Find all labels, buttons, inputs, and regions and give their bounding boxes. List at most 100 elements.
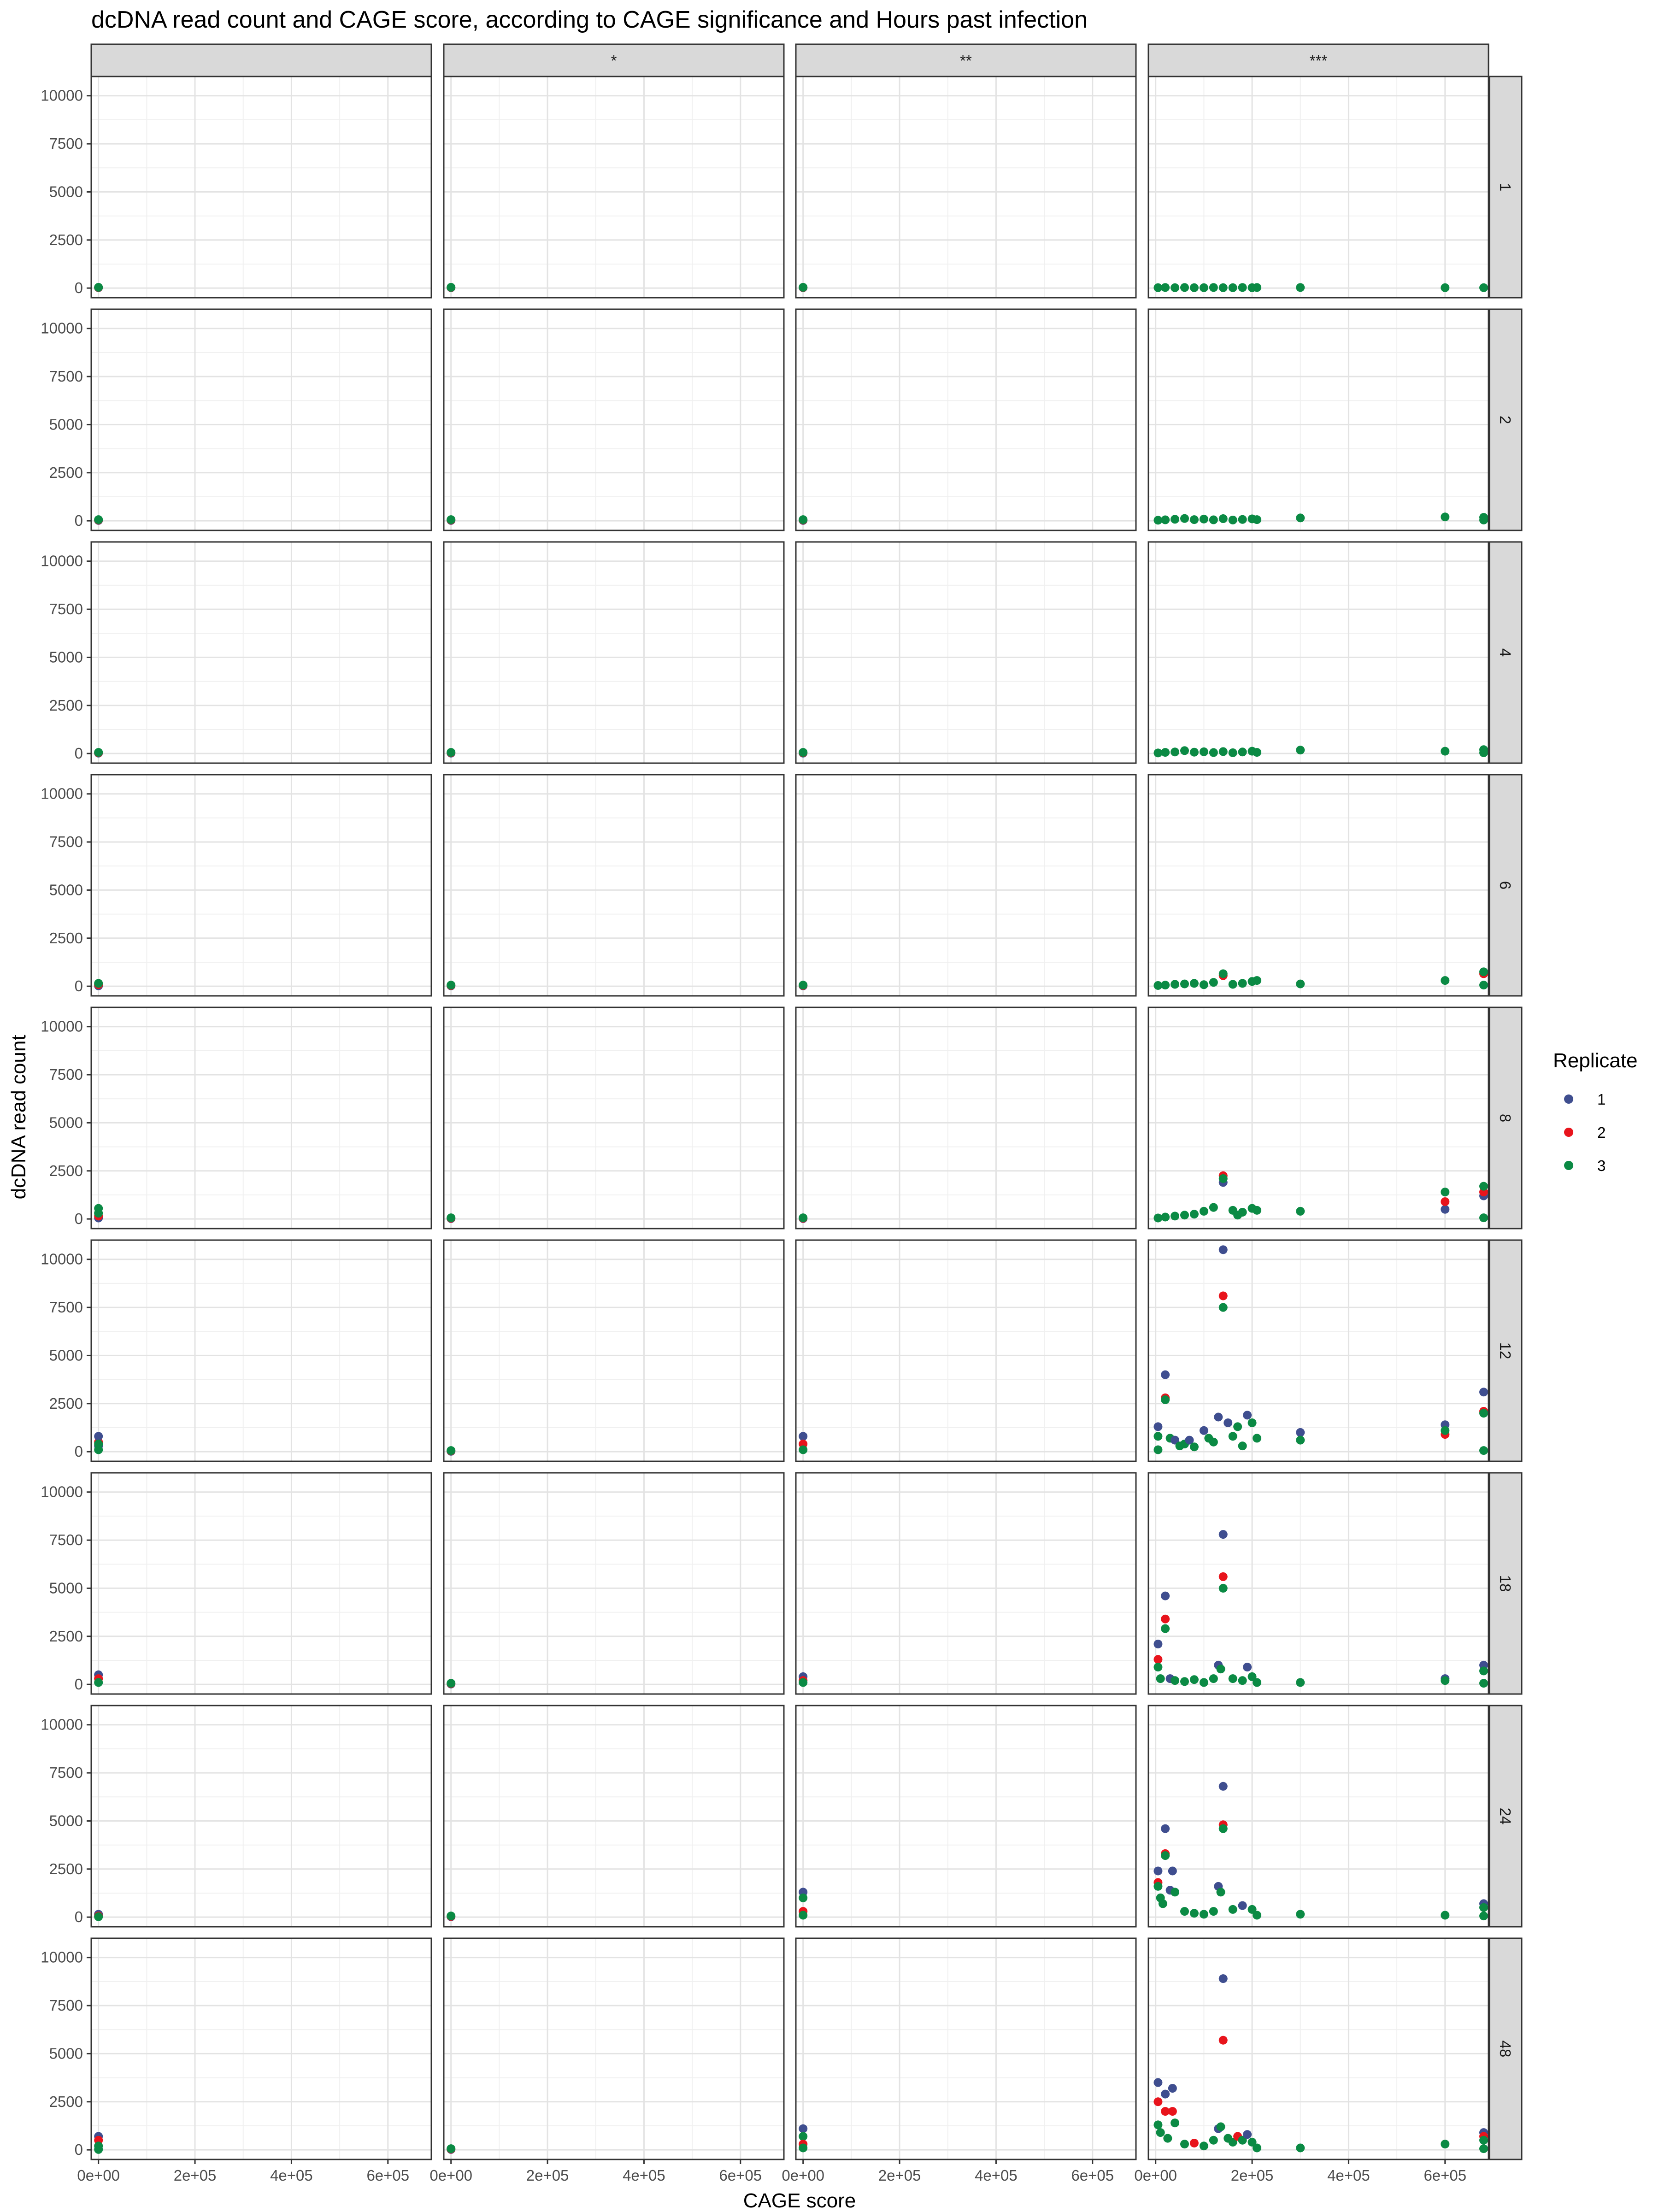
- data-point-replicate-3: [799, 1678, 808, 1687]
- data-point-replicate-2: [1441, 1197, 1450, 1206]
- panel-background: [444, 1938, 784, 2159]
- panel-row-24-col-4: [1147, 1705, 1489, 1928]
- panel-border: [443, 1239, 785, 1462]
- panel-border: [1147, 308, 1489, 531]
- data-point-replicate-3: [1296, 1910, 1305, 1919]
- data-point-replicate-3: [94, 1912, 103, 1921]
- data-point-replicate-1: [1214, 1412, 1223, 1422]
- legend-key: [1564, 1128, 1573, 1137]
- data-point-replicate-1: [1161, 1591, 1170, 1600]
- row-strip-label: 12: [1497, 1342, 1514, 1359]
- panel-row-1-col-4: [1147, 76, 1489, 299]
- x-tick-label: 6e+05: [366, 2167, 409, 2184]
- row-strip-label: 6: [1497, 881, 1514, 889]
- data-point-replicate-3: [1209, 283, 1218, 292]
- data-point-replicate-3: [1441, 283, 1450, 292]
- panel-border: [795, 1006, 1137, 1230]
- row-strip-48: 48: [1488, 1937, 1523, 2160]
- panel-row-6-col-1: [90, 774, 432, 997]
- data-point-replicate-3: [1238, 1676, 1247, 1685]
- data-point-replicate-3: [1153, 1663, 1163, 1672]
- panel-row-8-col-3: [795, 1006, 1137, 1230]
- data-point-replicate-3: [1171, 980, 1180, 989]
- data-point-replicate-3: [1218, 747, 1228, 756]
- data-point-replicate-3: [1153, 2120, 1163, 2130]
- x-tick-label: 4e+05: [1327, 2167, 1370, 2184]
- data-point-replicate-3: [1218, 969, 1228, 978]
- panel-border: [90, 76, 432, 299]
- y-tick-label: 10000: [41, 1251, 83, 1268]
- x-tick-label: 6e+05: [1424, 2167, 1466, 2184]
- data-point-replicate-1: [1153, 1639, 1163, 1648]
- panel-background: [444, 1007, 784, 1229]
- x-tick-label: 0e+00: [1134, 2167, 1177, 2184]
- data-point-replicate-1: [1224, 1418, 1233, 1428]
- y-tick-label: 5000: [49, 183, 83, 200]
- data-point-replicate-3: [1199, 747, 1208, 756]
- x-tick-label: 6e+05: [1071, 2167, 1114, 2184]
- row-strip-8: 8: [1488, 1006, 1523, 1230]
- data-point-replicate-3: [1161, 515, 1170, 524]
- panel-border: [795, 1937, 1137, 2160]
- y-tick-label: 10000: [41, 1949, 83, 1966]
- column-strip-label: ***: [1310, 52, 1328, 69]
- data-point-replicate-1: [1243, 2130, 1252, 2139]
- data-point-replicate-3: [1209, 1437, 1218, 1447]
- data-point-replicate-3: [799, 515, 808, 524]
- legend-label: 3: [1597, 1157, 1606, 1174]
- panel-border: [90, 1705, 432, 1928]
- y-tick-label: 5000: [49, 416, 83, 433]
- y-tick-label: 2500: [49, 2093, 83, 2110]
- data-point-replicate-3: [1189, 979, 1199, 988]
- data-point-replicate-3: [1238, 979, 1247, 988]
- row-strip-label: 24: [1497, 1808, 1514, 1825]
- panel-background: [1148, 542, 1488, 763]
- data-point-replicate-3: [1189, 1675, 1199, 1684]
- panel-row-1-col-3: [795, 76, 1137, 299]
- panel-background: [444, 1706, 784, 1927]
- data-point-replicate-3: [1209, 978, 1218, 987]
- data-point-replicate-1: [1218, 1974, 1228, 1983]
- panel-background: [796, 1240, 1136, 1461]
- y-tick-label: 7500: [49, 135, 83, 152]
- data-point-replicate-3: [1238, 283, 1247, 292]
- data-point-replicate-3: [1180, 1907, 1189, 1916]
- data-point-replicate-3: [1171, 2118, 1180, 2128]
- data-point-replicate-3: [447, 2144, 456, 2153]
- y-tick-label: 2500: [49, 1395, 83, 1412]
- panel-background: [91, 309, 431, 530]
- panel-background: [796, 542, 1136, 763]
- data-point-replicate-3: [1441, 1676, 1450, 1685]
- row-strip-2: 2: [1488, 308, 1523, 531]
- x-tick-label: 2e+05: [174, 2167, 217, 2184]
- data-point-replicate-3: [1209, 1203, 1218, 1212]
- data-point-replicate-3: [1441, 512, 1450, 522]
- data-point-replicate-1: [799, 1432, 808, 1441]
- data-point-replicate-3: [94, 282, 103, 292]
- data-point-replicate-3: [1479, 1446, 1488, 1455]
- data-point-replicate-2: [1218, 2036, 1228, 2045]
- y-tick-label: 10000: [41, 553, 83, 570]
- data-point-replicate-3: [1218, 514, 1228, 524]
- panel-border: [443, 1937, 785, 2160]
- panel-border: [443, 76, 785, 299]
- data-point-replicate-3: [1199, 1910, 1208, 1919]
- y-tick-label: 2500: [49, 697, 83, 714]
- panel-row-8-col-1: [90, 1006, 432, 1230]
- data-point-replicate-3: [1296, 1678, 1305, 1687]
- y-tick-label: 7500: [49, 1764, 83, 1781]
- panel-background: [1148, 1007, 1488, 1229]
- data-point-replicate-3: [799, 748, 808, 757]
- data-point-replicate-1: [1168, 2084, 1177, 2093]
- data-point-replicate-3: [447, 1912, 456, 1921]
- legend-label: 2: [1597, 1124, 1606, 1141]
- row-strip-label: 48: [1497, 2041, 1514, 2058]
- data-point-replicate-3: [1209, 748, 1218, 757]
- data-point-replicate-1: [1168, 1866, 1177, 1876]
- data-point-replicate-3: [1199, 514, 1208, 524]
- panel-row-8-col-4: [1147, 1006, 1489, 1230]
- data-point-replicate-3: [1441, 976, 1450, 985]
- data-point-replicate-3: [94, 748, 103, 757]
- data-point-replicate-1: [799, 2124, 808, 2133]
- data-point-replicate-1: [1161, 1370, 1170, 1379]
